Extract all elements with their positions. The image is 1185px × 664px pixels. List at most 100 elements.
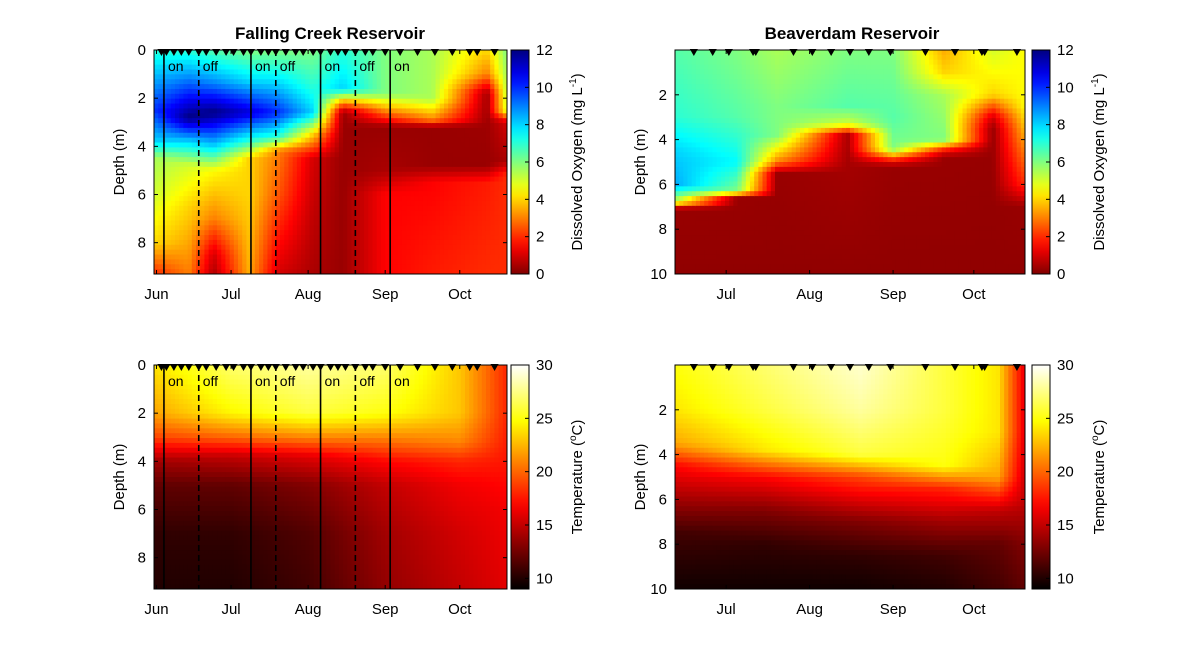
heatmap-cell xyxy=(679,113,684,119)
heatmap-cell xyxy=(187,215,193,222)
heatmap-cell xyxy=(712,74,718,80)
heatmap-cell xyxy=(431,225,437,231)
heatmap-cell xyxy=(683,244,689,251)
heatmap-cell xyxy=(292,191,298,197)
heatmap-cell xyxy=(452,152,458,158)
heatmap-cell xyxy=(275,235,281,241)
heatmap-cell xyxy=(355,127,361,134)
heatmap-cell xyxy=(246,84,252,90)
heatmap-cell xyxy=(355,142,361,148)
heatmap-cell xyxy=(200,235,206,241)
heatmap-cell xyxy=(200,123,206,129)
heatmap-cell xyxy=(397,249,403,256)
heatmap-cell xyxy=(448,264,453,270)
heatmap-cell xyxy=(309,118,315,124)
heatmap-cell xyxy=(750,152,755,158)
heatmap-cell xyxy=(725,74,730,80)
heatmap-cell xyxy=(485,54,491,61)
heatmap-cell xyxy=(359,69,365,75)
heatmap-cell xyxy=(452,220,458,226)
heatmap-cell xyxy=(242,79,248,85)
heatmap-cell xyxy=(288,127,294,134)
heatmap-cell xyxy=(473,244,479,251)
heatmap-cell xyxy=(695,118,701,124)
heatmap-cell xyxy=(750,210,755,217)
heatmap-cell xyxy=(355,171,361,178)
heatmap-cell xyxy=(708,113,714,119)
heatmap-cell xyxy=(695,113,701,119)
heatmap-cell xyxy=(208,225,214,231)
heatmap-cell xyxy=(158,137,163,144)
heatmap-cell xyxy=(733,210,739,217)
heatmap-cell xyxy=(271,230,277,236)
heatmap-cell xyxy=(242,205,248,212)
heatmap-cell xyxy=(364,84,369,90)
heatmap-cell xyxy=(401,157,407,163)
heatmap-cell xyxy=(154,264,159,270)
heatmap-cell xyxy=(410,127,416,134)
heatmap-cell xyxy=(187,230,193,236)
heatmap-cell xyxy=(762,59,768,66)
heatmap-cell xyxy=(301,69,306,75)
heatmap-cell xyxy=(762,210,768,217)
heatmap-cell xyxy=(750,162,755,168)
heatmap-cell xyxy=(296,54,302,61)
heatmap-cell xyxy=(166,205,172,212)
heatmap-cell xyxy=(175,79,180,85)
heatmap-cell xyxy=(233,127,239,134)
heatmap-cell xyxy=(754,225,759,231)
heatmap-cell xyxy=(401,186,407,192)
heatmap-cell xyxy=(687,142,693,148)
heatmap-cell xyxy=(208,239,214,246)
heatmap-cell xyxy=(675,230,680,236)
heatmap-cell xyxy=(267,93,273,100)
heatmap-cell xyxy=(385,54,390,61)
heatmap-cell xyxy=(385,269,390,274)
heatmap-cell xyxy=(284,264,290,270)
heatmap-cell xyxy=(309,88,315,95)
heatmap-cell xyxy=(741,269,747,274)
heatmap-cell xyxy=(246,157,252,163)
heatmap-cell xyxy=(737,157,743,163)
heatmap-cell xyxy=(679,196,684,202)
heatmap-cell xyxy=(364,220,369,226)
heatmap-cell xyxy=(326,132,332,139)
heatmap-cell xyxy=(439,137,445,144)
heatmap-cell xyxy=(170,98,176,105)
heatmap-cell xyxy=(435,225,441,231)
heatmap-cell xyxy=(334,269,340,274)
heatmap-cell xyxy=(750,132,755,139)
heatmap-cell xyxy=(301,59,306,66)
heatmap-cell xyxy=(754,162,759,168)
heatmap-cell xyxy=(259,235,264,241)
heatmap-cell xyxy=(758,142,764,148)
heatmap-cell xyxy=(305,210,311,217)
heatmap-cell xyxy=(498,59,504,66)
heatmap-cell xyxy=(490,123,495,129)
heatmap-cell xyxy=(301,200,306,207)
heatmap-cell xyxy=(326,157,332,163)
heatmap-cell xyxy=(498,123,504,129)
heatmap-cell xyxy=(745,93,751,100)
heatmap-cell xyxy=(422,64,428,71)
heatmap-cell xyxy=(162,69,168,75)
heatmap-cell xyxy=(498,264,504,270)
heatmap-cell xyxy=(762,118,768,124)
heatmap-cell xyxy=(322,84,327,90)
heatmap-cell xyxy=(410,166,416,173)
heatmap-cell xyxy=(376,264,382,270)
heatmap-cell xyxy=(368,235,374,241)
heatmap-cell xyxy=(275,93,281,100)
heatmap-cell xyxy=(351,113,357,119)
heatmap-cell xyxy=(393,205,399,212)
heatmap-cell xyxy=(187,249,193,256)
heatmap-cell xyxy=(233,79,239,85)
heatmap-cell xyxy=(334,157,340,163)
heatmap-cell xyxy=(343,113,348,119)
heatmap-cell xyxy=(385,93,390,100)
heatmap-cell xyxy=(305,191,311,197)
heatmap-cell xyxy=(313,186,319,192)
heatmap-cell xyxy=(322,137,327,144)
heatmap-cell xyxy=(406,88,411,95)
heatmap-cell xyxy=(288,166,294,173)
